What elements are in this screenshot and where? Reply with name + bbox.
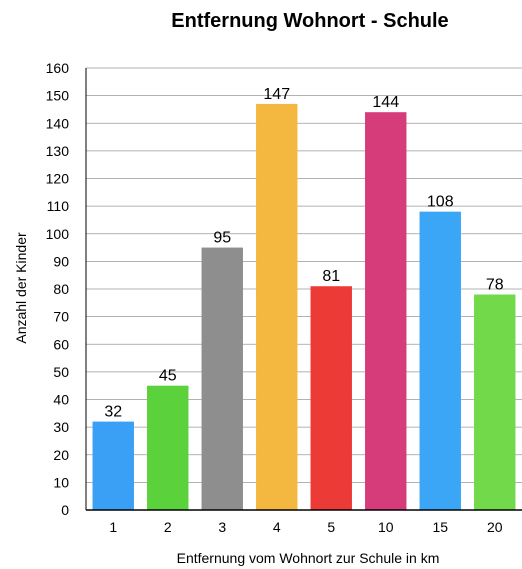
y-tick-label: 140: [46, 115, 70, 131]
y-tick-label: 40: [53, 392, 69, 408]
bar: [365, 112, 407, 510]
data-label: 45: [159, 368, 177, 385]
data-label: 95: [213, 230, 231, 247]
data-label: 108: [427, 194, 454, 211]
y-tick-label: 50: [53, 364, 69, 380]
x-tick-label: 3: [218, 519, 226, 535]
x-tick-label: 1: [109, 519, 117, 535]
x-tick-label: 5: [327, 519, 335, 535]
y-tick-label: 10: [53, 474, 69, 490]
x-tick-label: 4: [273, 519, 281, 535]
data-label: 78: [486, 277, 504, 294]
x-tick-label: 10: [378, 519, 394, 535]
x-axis-ticks: 1 2 3 4 5 10 15 20: [109, 519, 502, 535]
y-tick-label: 80: [53, 281, 69, 297]
x-axis-label: Entfernung vom Wohnort zur Schule in km: [177, 550, 440, 566]
y-tick-label: 0: [61, 502, 69, 518]
bar: [256, 103, 298, 510]
data-label: 147: [263, 86, 290, 103]
data-label: 32: [104, 404, 122, 421]
bar: [201, 247, 243, 510]
y-tick-label: 160: [46, 60, 70, 76]
x-tick-label: 2: [164, 519, 172, 535]
bars: [92, 103, 516, 510]
y-tick-label: 130: [46, 143, 70, 159]
y-tick-label: 70: [53, 309, 69, 325]
y-tick-label: 100: [46, 226, 70, 242]
x-tick-label: 20: [487, 519, 503, 535]
bar: [310, 286, 352, 510]
y-tick-label: 110: [47, 198, 70, 214]
bar: [147, 385, 189, 510]
data-label: 144: [372, 94, 399, 111]
y-axis-ticks: 0 10 20 30 40 50 60 70 80 90 100 110 120 130 140 150 160: [46, 60, 70, 518]
y-tick-label: 20: [53, 447, 69, 463]
y-tick-label: 150: [46, 88, 70, 104]
y-axis-label: Anzahl der Kinder: [13, 232, 29, 344]
chart-title: Entfernung Wohnort - Schule: [171, 10, 448, 32]
bar: [474, 294, 516, 510]
y-tick-label: 90: [53, 253, 69, 269]
bar: [92, 421, 134, 510]
y-tick-label: 30: [53, 419, 69, 435]
bar: [419, 211, 461, 510]
gridlines: [86, 67, 522, 483]
y-tick-label: 60: [53, 336, 69, 352]
x-tick-label: 15: [432, 519, 448, 535]
data-label: 81: [322, 268, 340, 285]
data-labels: 32 45 95 147 81 144 108 78: [104, 86, 503, 421]
y-tick-label: 120: [46, 171, 70, 187]
